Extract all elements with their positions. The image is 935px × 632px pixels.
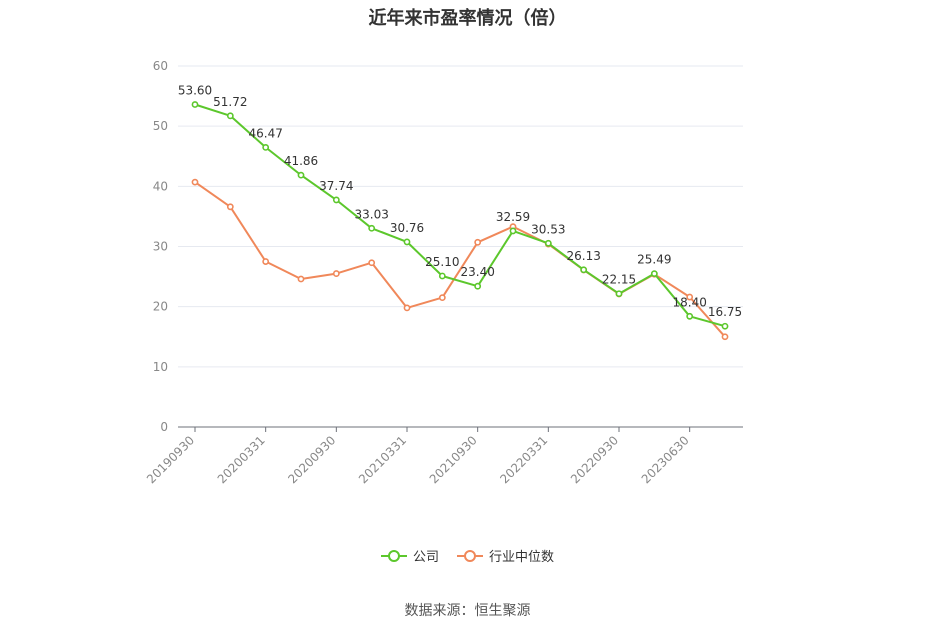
point-company [403, 238, 411, 246]
data-label-company: 16.75 [708, 305, 742, 319]
data-label-company: 25.49 [637, 253, 671, 267]
point-company [650, 270, 658, 278]
y-tick-label: 40 [153, 179, 168, 193]
point-industry-median [474, 238, 482, 246]
data-label-company: 30.53 [531, 222, 565, 236]
point-company [686, 312, 694, 320]
data-label-company: 22.15 [602, 273, 636, 287]
point-industry-median [332, 270, 340, 277]
point-company [474, 282, 482, 290]
grid-lines [178, 65, 743, 368]
y-tick-label: 0 [160, 420, 168, 434]
x-tick-label: 20210331 [356, 433, 409, 486]
legend-swatch-industry-median [457, 549, 483, 563]
legend: 公司 行业中位数 [0, 546, 935, 565]
point-industry-median [297, 275, 305, 283]
data-label-company: 53.60 [178, 84, 212, 98]
point-industry-median [368, 259, 376, 267]
legend-item-industry-median[interactable]: 行业中位数 [457, 546, 554, 565]
point-industry-median [721, 333, 729, 341]
point-industry-median [226, 203, 234, 211]
point-company [262, 144, 270, 151]
data-label-company: 37.74 [319, 179, 353, 193]
x-tick-label: 20200331 [215, 433, 268, 486]
data-label-company: 41.86 [284, 154, 318, 168]
point-company [191, 101, 199, 108]
y-tick-label: 60 [153, 59, 168, 73]
legend-swatch-company [380, 549, 407, 563]
source-note: 数据来源：恒生聚源 [404, 603, 531, 619]
series [191, 101, 729, 341]
point-company [332, 196, 340, 204]
legend-label-company: 公司 [412, 550, 439, 565]
data-label-company: 32.59 [496, 210, 530, 224]
legend-item-company[interactable]: 公司 [380, 546, 439, 565]
y-tick-label: 20 [153, 300, 168, 314]
point-company [580, 266, 588, 274]
data-label-company: 26.13 [566, 249, 600, 263]
point-company [544, 239, 552, 247]
chart-title: 近年来市盈率情况（倍） [368, 8, 567, 29]
y-tick-label: 30 [153, 240, 168, 254]
series-line-company [194, 103, 726, 328]
x-tick-label: 20190930 [144, 433, 197, 486]
x-tick-label: 20200930 [285, 433, 338, 486]
point-company [721, 322, 729, 330]
x-tick-label: 20220930 [568, 433, 621, 486]
y-tick-label: 50 [153, 119, 168, 133]
point-company [297, 171, 305, 179]
x-tick-label: 20220331 [497, 433, 550, 486]
point-industry-median [191, 178, 199, 186]
data-label-company: 23.40 [460, 265, 494, 279]
data-label-company: 46.47 [248, 126, 282, 140]
data-label-company: 30.76 [390, 221, 424, 235]
data-label-company: 18.40 [672, 295, 706, 309]
point-company [615, 290, 623, 298]
data-label-company: 33.03 [354, 207, 388, 221]
legend-label-industry-median: 行业中位数 [489, 550, 555, 565]
y-tick-label: 10 [153, 360, 168, 374]
point-company [368, 224, 376, 232]
point-industry-median [262, 258, 270, 265]
point-company [438, 272, 446, 280]
x-tick-label: 20230630 [639, 433, 692, 486]
x-tick-label: 20210930 [427, 433, 480, 486]
data-label-company: 25.10 [425, 255, 459, 269]
point-industry-median [438, 294, 446, 302]
point-industry-median [686, 293, 694, 301]
point-company [509, 227, 517, 235]
data-label-company: 51.72 [213, 95, 247, 109]
point-company [226, 112, 234, 120]
point-industry-median [403, 304, 411, 312]
